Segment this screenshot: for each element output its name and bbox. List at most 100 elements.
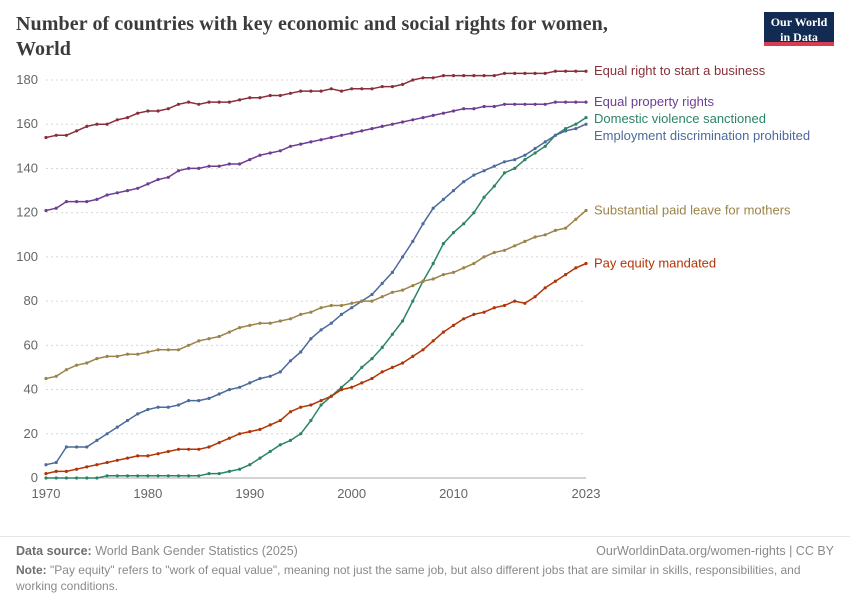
series-point <box>370 87 374 91</box>
series-point <box>54 460 58 465</box>
series-point <box>441 111 445 115</box>
series-point <box>513 299 517 303</box>
series-point <box>451 270 456 274</box>
series-point <box>584 116 588 120</box>
series-point <box>217 100 221 104</box>
series-point <box>370 376 374 381</box>
series-point <box>553 279 558 283</box>
series-point <box>319 399 323 403</box>
footer-link-url[interactable]: OurWorldinData.org/women-rights <box>596 543 786 558</box>
series-point <box>176 169 181 173</box>
series-point <box>309 403 313 407</box>
series-point <box>574 266 578 270</box>
series-point <box>258 456 262 460</box>
series-point <box>238 162 242 166</box>
series-point <box>278 319 282 323</box>
series-point <box>390 85 394 89</box>
legend-label[interactable]: Equal right to start a business <box>594 63 766 78</box>
series-point <box>238 467 242 471</box>
series-point <box>584 208 588 213</box>
series-point <box>197 447 201 451</box>
series-point <box>329 321 333 325</box>
series-point <box>156 348 160 352</box>
series-point <box>115 191 119 195</box>
series-point <box>360 299 364 303</box>
series-point <box>227 162 231 166</box>
series-point <box>553 100 558 104</box>
series-point <box>380 124 384 128</box>
series-point <box>451 189 456 193</box>
x-tick-label: 2000 <box>337 486 366 501</box>
series-point <box>136 186 140 190</box>
series-point <box>370 299 374 303</box>
data-source: Data source: World Bank Gender Statistic… <box>16 544 298 558</box>
legend-label[interactable]: Employment discrimination prohibited <box>594 128 810 143</box>
series-point <box>64 133 68 137</box>
series-point <box>176 447 181 451</box>
legend-label[interactable]: Pay equity mandated <box>594 256 716 271</box>
series-point <box>553 228 558 232</box>
series-point <box>95 463 99 467</box>
series-point <box>288 410 293 414</box>
series-point <box>197 474 201 478</box>
series-point <box>411 118 415 122</box>
series-point <box>329 87 333 91</box>
series-point <box>564 100 568 104</box>
x-tick-label: 2010 <box>439 486 468 501</box>
series-point <box>502 102 507 106</box>
series-point <box>584 122 588 126</box>
y-tick-label: 80 <box>24 293 38 308</box>
series-point <box>227 469 231 473</box>
series-point <box>574 127 578 131</box>
legend-label[interactable]: Substantial paid leave for mothers <box>594 202 791 217</box>
series-point <box>462 317 466 321</box>
series-point <box>207 164 211 168</box>
series-point <box>401 361 405 365</box>
series-point <box>288 144 293 148</box>
series-point <box>187 399 191 403</box>
series-point <box>411 284 415 288</box>
series-point <box>472 312 476 316</box>
series-point <box>115 425 119 429</box>
series-point <box>350 131 354 135</box>
series-point <box>268 374 272 378</box>
series-point <box>431 113 435 117</box>
x-tick-label: 1990 <box>235 486 264 501</box>
series-point <box>176 474 181 478</box>
series-point <box>75 129 79 133</box>
y-tick-label: 100 <box>16 249 38 264</box>
series-point <box>329 394 333 398</box>
series-point <box>197 339 201 343</box>
series-point <box>105 460 109 465</box>
footer-link[interactable]: OurWorldinData.org/women-rights | CC BY <box>596 544 834 558</box>
series-point <box>299 312 303 316</box>
series-point <box>248 96 252 100</box>
series-point <box>431 206 435 210</box>
series-point <box>502 71 507 75</box>
series-point <box>125 352 130 356</box>
series-point <box>136 474 140 478</box>
series-point <box>44 472 48 476</box>
legend-label[interactable]: Domestic violence sanctioned <box>594 111 766 126</box>
series-point <box>411 354 415 358</box>
series-point <box>207 337 211 341</box>
series-point <box>350 87 354 91</box>
series-point <box>258 376 262 381</box>
series-point <box>513 158 517 162</box>
series-point <box>309 418 313 423</box>
series-point <box>492 104 496 109</box>
series-point <box>329 303 333 308</box>
series-point <box>217 472 221 476</box>
series-point <box>513 244 517 248</box>
legend-label[interactable]: Equal property rights <box>594 94 714 109</box>
series-point <box>64 469 68 473</box>
series-point <box>44 476 48 480</box>
owid-logo: Our World in Data <box>764 12 834 46</box>
series-line <box>45 123 587 466</box>
series-point <box>339 312 344 316</box>
series-point <box>115 474 119 478</box>
series-point <box>95 476 99 480</box>
y-tick-label: 40 <box>24 382 38 397</box>
series-point <box>533 102 537 106</box>
series-point <box>370 357 374 361</box>
